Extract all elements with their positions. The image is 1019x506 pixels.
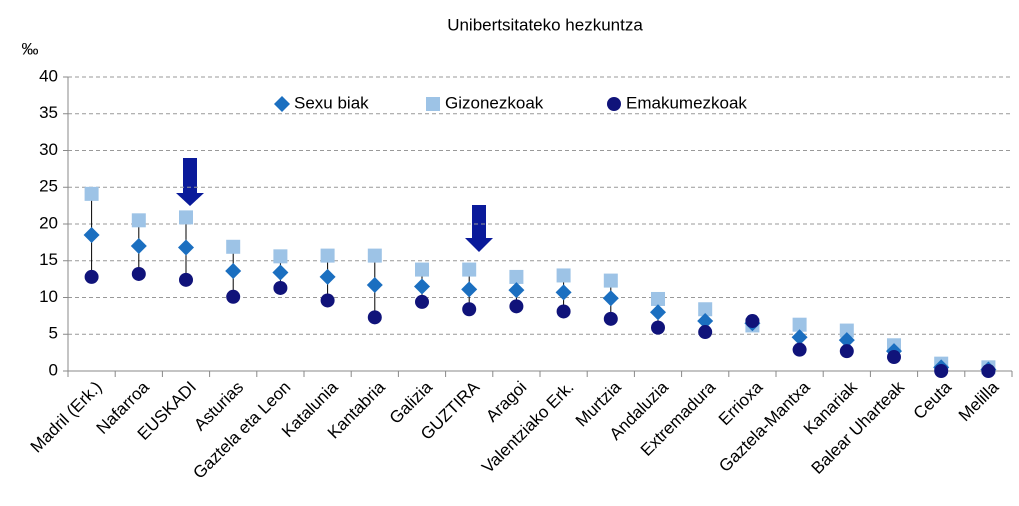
point	[178, 239, 194, 256]
point	[697, 313, 714, 330]
point	[887, 350, 901, 365]
point	[792, 317, 807, 332]
chart-title: Unibertsitateko hezkuntza	[447, 15, 643, 34]
point	[366, 277, 383, 294]
y-axis-label: ‰	[22, 39, 39, 58]
x-tick-label: Madril (Erk.)	[27, 378, 106, 457]
point	[319, 268, 336, 285]
point	[414, 278, 430, 295]
y-tick-label: 5	[49, 324, 58, 343]
point	[745, 314, 760, 329]
point	[651, 320, 665, 335]
y-tick-label: 25	[39, 177, 58, 196]
arrow	[465, 205, 493, 252]
point	[462, 302, 477, 317]
point	[607, 97, 621, 111]
point	[508, 282, 525, 299]
point	[791, 329, 808, 346]
point	[839, 344, 854, 359]
legend-label: Emakumezkoak	[626, 93, 747, 112]
point	[603, 273, 618, 288]
point	[426, 97, 440, 111]
point	[602, 290, 619, 307]
point	[461, 281, 478, 298]
point	[273, 280, 288, 295]
point	[225, 263, 242, 280]
point	[509, 299, 524, 314]
y-tick-label: 15	[39, 250, 58, 269]
point	[981, 364, 996, 378]
point	[415, 294, 429, 309]
legend-label: Gizonezkoak	[445, 93, 544, 112]
point	[320, 293, 335, 308]
y-tick-label: 20	[39, 213, 58, 232]
point	[698, 325, 713, 340]
point	[320, 248, 335, 263]
point	[934, 364, 949, 378]
point	[839, 323, 854, 338]
y-tick-label: 10	[39, 287, 58, 306]
point	[462, 262, 477, 277]
point	[367, 310, 382, 325]
point	[131, 213, 146, 228]
point	[274, 96, 290, 112]
point	[272, 264, 289, 281]
point	[226, 289, 241, 304]
point	[838, 332, 855, 349]
y-tick-label: 0	[49, 360, 58, 379]
point	[556, 304, 571, 319]
point	[131, 266, 146, 281]
point	[415, 262, 429, 277]
point	[367, 248, 382, 263]
arrow	[176, 158, 204, 206]
point	[698, 302, 713, 317]
point	[273, 249, 288, 264]
legend-label: Sexu biak	[294, 93, 369, 112]
point	[555, 284, 572, 301]
point	[651, 291, 665, 306]
y-tick-label: 35	[39, 103, 58, 122]
point	[130, 238, 147, 255]
point	[179, 210, 193, 225]
point	[226, 239, 241, 254]
y-tick-label: 40	[39, 66, 58, 85]
point	[84, 269, 99, 284]
point	[556, 268, 571, 283]
point	[509, 269, 524, 284]
x-tick-label: Melilla	[955, 377, 1003, 425]
point	[83, 227, 100, 244]
point	[792, 342, 807, 357]
point	[650, 304, 666, 321]
x-tick-label: Ceuta	[910, 377, 956, 423]
point	[179, 272, 193, 287]
point	[603, 311, 618, 326]
point	[84, 186, 99, 201]
y-tick-label: 30	[39, 140, 58, 159]
